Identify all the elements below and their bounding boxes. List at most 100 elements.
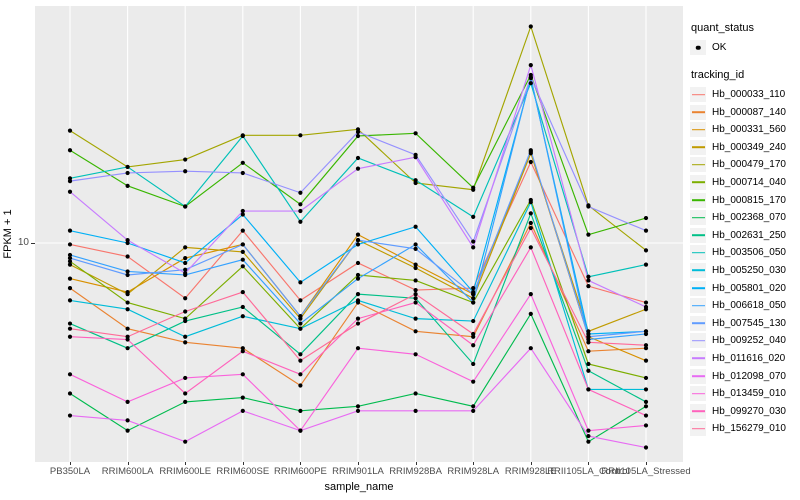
legend-item-label: Hb_007545_130 bbox=[712, 317, 786, 329]
legend-item-Hb_009252_040: Hb_009252_040 bbox=[690, 333, 800, 349]
data-point bbox=[528, 148, 533, 153]
legend-item-label: Hb_005250_030 bbox=[712, 264, 786, 276]
data-point bbox=[413, 242, 418, 247]
data-point bbox=[67, 189, 73, 194]
data-point bbox=[67, 228, 73, 233]
data-point bbox=[67, 179, 73, 184]
data-point bbox=[240, 372, 245, 377]
data-point bbox=[183, 169, 188, 174]
data-point bbox=[240, 264, 245, 269]
data-point bbox=[471, 343, 476, 348]
data-point bbox=[183, 245, 188, 250]
data-point bbox=[471, 296, 476, 301]
ok-point-icon bbox=[695, 45, 701, 50]
legend-key-swatch bbox=[690, 87, 706, 102]
legend-item-label: Hb_012098_070 bbox=[712, 370, 786, 382]
legend-item-label: Hb_000714_040 bbox=[712, 176, 786, 188]
data-point bbox=[183, 204, 188, 209]
legend-label-ok: OK bbox=[712, 42, 727, 53]
data-point bbox=[240, 242, 245, 247]
data-point bbox=[298, 219, 303, 224]
data-point bbox=[125, 292, 130, 297]
data-point bbox=[586, 433, 591, 439]
data-point bbox=[643, 248, 649, 253]
plot-panel bbox=[35, 6, 683, 462]
data-point bbox=[298, 208, 303, 214]
data-point bbox=[298, 372, 303, 377]
data-point bbox=[355, 316, 361, 321]
legend-item-Hb_156279_010: Hb_156279_010 bbox=[690, 421, 800, 437]
data-point bbox=[471, 408, 476, 413]
legend-line-icon bbox=[691, 199, 705, 201]
legend-item-Hb_000087_140: Hb_000087_140 bbox=[690, 104, 800, 120]
data-point bbox=[413, 262, 418, 267]
legend-item-ok: OK bbox=[690, 40, 800, 55]
x-tick-mark bbox=[415, 462, 417, 465]
data-point bbox=[240, 349, 245, 354]
legend-line-icon bbox=[691, 375, 705, 377]
data-point bbox=[67, 321, 73, 326]
data-point bbox=[298, 408, 303, 413]
legend-item-label: Hb_000033_110 bbox=[712, 89, 786, 100]
legend-item-label: Hb_000815_170 bbox=[712, 194, 786, 206]
data-point bbox=[67, 372, 73, 377]
legend-item-label: Hb_000331_560 bbox=[712, 124, 786, 136]
data-point bbox=[643, 358, 649, 363]
data-point bbox=[528, 63, 533, 68]
data-point bbox=[643, 329, 649, 334]
legend-item-Hb_000331_560: Hb_000331_560 bbox=[690, 122, 800, 138]
data-point bbox=[125, 418, 130, 423]
legend-line-icon bbox=[691, 392, 705, 395]
data-point bbox=[240, 212, 245, 217]
data-point bbox=[240, 289, 245, 295]
data-point bbox=[240, 408, 245, 413]
data-point bbox=[471, 245, 476, 250]
data-point bbox=[125, 272, 130, 278]
x-tick-label-RRII105LA_Stressed: RRII105LA_Stressed bbox=[601, 466, 691, 477]
data-point bbox=[298, 190, 303, 195]
legend-key-swatch bbox=[690, 333, 706, 349]
data-point bbox=[125, 300, 130, 305]
x-tick-mark bbox=[530, 462, 532, 465]
data-point bbox=[413, 300, 418, 305]
data-point bbox=[413, 292, 418, 297]
data-point bbox=[643, 413, 649, 418]
legend-item-label: Hb_000087_140 bbox=[712, 106, 786, 118]
y-axis-title: FPKM + 1 bbox=[2, 209, 14, 259]
x-tick-label-RRIM600SE: RRIM600SE bbox=[216, 466, 270, 477]
legend-line-icon bbox=[691, 181, 705, 184]
data-point bbox=[125, 170, 130, 176]
data-point bbox=[413, 246, 418, 251]
data-point bbox=[413, 287, 418, 293]
data-point bbox=[67, 276, 73, 281]
data-point bbox=[471, 318, 476, 324]
data-point bbox=[240, 257, 245, 262]
data-point bbox=[413, 352, 418, 357]
data-point bbox=[240, 228, 245, 233]
data-point bbox=[298, 298, 303, 303]
data-point bbox=[67, 298, 73, 303]
x-axis-title: sample_name bbox=[324, 481, 394, 493]
data-point bbox=[240, 249, 245, 254]
legend-key-swatch bbox=[690, 174, 706, 190]
data-point bbox=[643, 404, 649, 409]
legend-item-Hb_011616_020: Hb_011616_020 bbox=[690, 350, 800, 366]
data-point bbox=[298, 321, 303, 326]
data-point bbox=[586, 387, 591, 392]
data-point bbox=[183, 296, 188, 301]
legend-line-icon bbox=[691, 357, 705, 360]
data-point bbox=[298, 358, 303, 363]
legend-item-label: Hb_099270_030 bbox=[712, 405, 786, 417]
legend-item-Hb_006618_050: Hb_006618_050 bbox=[690, 298, 800, 314]
data-point bbox=[355, 129, 361, 135]
legend-line-icon bbox=[691, 164, 705, 166]
x-tick-label-RRIM928BA: RRIM928BA bbox=[389, 466, 442, 477]
x-tick-label-RRIM901LA: RRIM901LA bbox=[332, 466, 384, 477]
data-point bbox=[413, 329, 418, 334]
legend-key-swatch bbox=[690, 350, 706, 366]
data-point bbox=[183, 318, 188, 324]
legend-title-quant-status: quant_status bbox=[691, 22, 754, 34]
data-point bbox=[355, 272, 361, 278]
legend-item-Hb_000815_170: Hb_000815_170 bbox=[690, 192, 800, 208]
